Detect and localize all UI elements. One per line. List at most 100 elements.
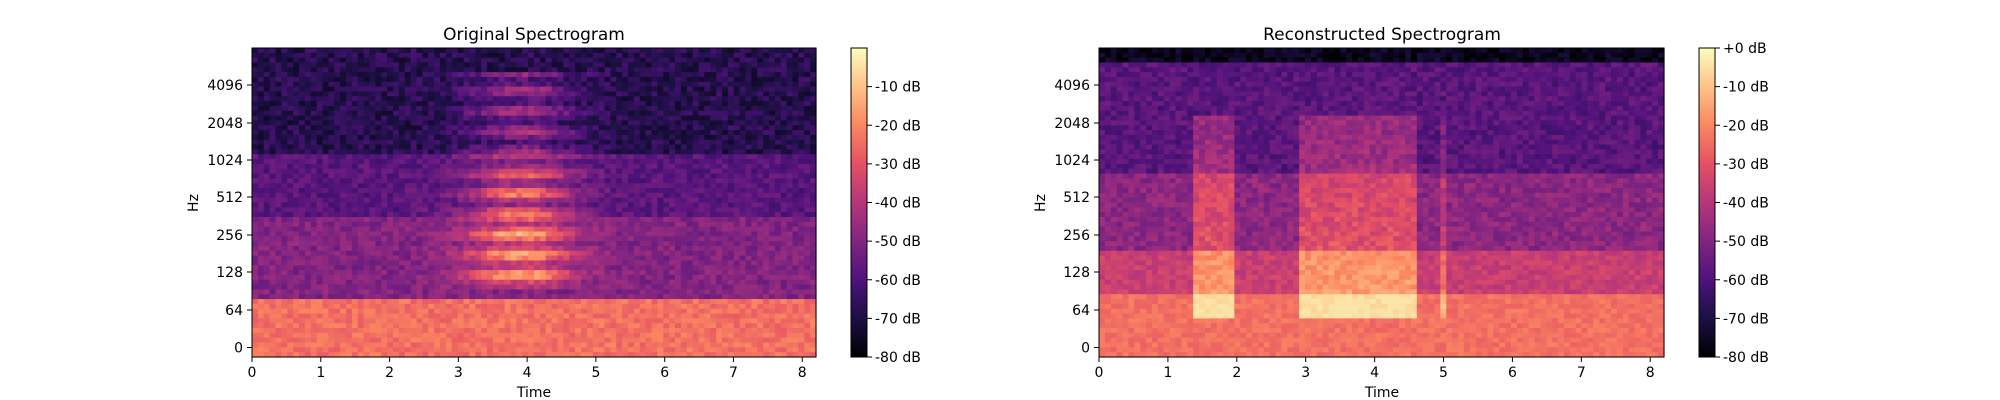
heatmap-cell [281,67,288,73]
heatmap-cell [645,265,653,271]
heatmap-cell [487,76,494,83]
heatmap-cell [610,294,617,300]
heatmap-cell [704,274,711,281]
heatmap-cell [281,183,288,189]
heatmap-cell [252,279,259,286]
heatmap-cell [299,125,306,131]
heatmap-cell [722,120,729,126]
heatmap-cell [557,197,564,204]
heatmap-cell [575,279,582,286]
heatmap-cell [287,197,294,204]
heatmap-cell [504,274,512,281]
heatmap-cell [692,105,700,112]
heatmap-cell [686,216,694,223]
heatmap-cell [575,168,582,175]
heatmap-cell [328,265,335,271]
heatmap-cell [334,241,341,247]
heatmap-cell [492,183,500,189]
heatmap-cell [804,207,811,213]
heatmap-cell [310,81,318,88]
heatmap-cell [563,76,570,83]
heatmap-cell [651,202,658,208]
heatmap-cell [604,183,611,189]
heatmap-cell [334,120,341,126]
heatmap-cell [633,101,641,107]
heatmap-cell [592,96,600,102]
heatmap-cell [410,115,418,122]
heatmap-cell [675,212,682,218]
heatmap-cell [393,120,400,126]
heatmap-cell [716,96,723,102]
heatmap-cell [498,62,506,68]
heatmap-cell [346,216,353,223]
heatmap-cell [269,134,277,141]
heatmap-cell [281,274,288,281]
heatmap-cell [375,294,382,300]
heatmap-cell [481,139,488,146]
heatmap-cell [445,96,453,102]
heatmap-cell [592,76,600,83]
heatmap-cell [763,163,770,170]
heatmap-cell [269,270,277,276]
heatmap-cell [745,207,752,213]
heatmap-cell [786,144,794,150]
heatmap-cell [316,173,324,179]
heatmap-cell [698,52,705,59]
heatmap-cell [604,139,611,146]
heatmap-cell [675,76,682,83]
heatmap-cell [252,154,259,160]
heatmap-cell [340,125,347,131]
heatmap-cell [304,134,312,141]
heatmap-cell [252,207,259,213]
heatmap-cell [581,226,588,233]
heatmap-cell [416,48,423,54]
heatmap-cell [792,86,799,93]
heatmap-cell [469,57,476,64]
heatmap-cell [539,279,547,286]
heatmap-cell [434,188,441,194]
heatmap-cell [475,192,482,199]
heatmap-cell [281,101,288,107]
heatmap-cell [616,62,623,68]
heatmap-cell [733,245,741,252]
heatmap-cell [528,72,535,78]
heatmap-cell [563,260,570,266]
heatmap-cell [375,48,382,54]
heatmap-cell [463,130,470,136]
heatmap-cell [363,279,371,286]
heatmap-cell [557,81,564,88]
heatmap-cell [745,57,752,64]
heatmap-cell [810,178,817,184]
heatmap-cell [804,134,811,141]
heatmap-cell [786,173,794,179]
heatmap-cell [381,207,388,213]
heatmap-cell [669,159,676,165]
heatmap-cell [445,250,453,257]
heatmap-cell [545,86,553,93]
heatmap-cell [786,67,794,73]
heatmap-cell [557,91,564,97]
heatmap-cell [263,144,271,150]
heatmap-cell [445,163,453,170]
heatmap-cell [810,86,817,93]
heatmap-cell [463,192,470,199]
heatmap-cell [622,231,629,237]
heatmap-cell [539,188,547,194]
heatmap-cell [586,154,594,160]
heatmap-cell [575,86,582,93]
heatmap-cell [628,294,635,300]
heatmap-cell [398,168,406,175]
heatmap-cell [551,139,559,146]
heatmap-cell [304,207,312,213]
heatmap-cell [581,130,588,136]
heatmap-cell [704,245,711,252]
heatmap-cell [633,86,641,93]
heatmap-cell [263,279,271,286]
heatmap-cell [686,91,694,97]
heatmap-cell [563,284,570,291]
heatmap-cell [293,125,300,131]
heatmap-cell [322,67,329,73]
heatmap-cell [510,139,517,146]
heatmap-cell [387,289,394,295]
heatmap-cell [716,105,723,112]
